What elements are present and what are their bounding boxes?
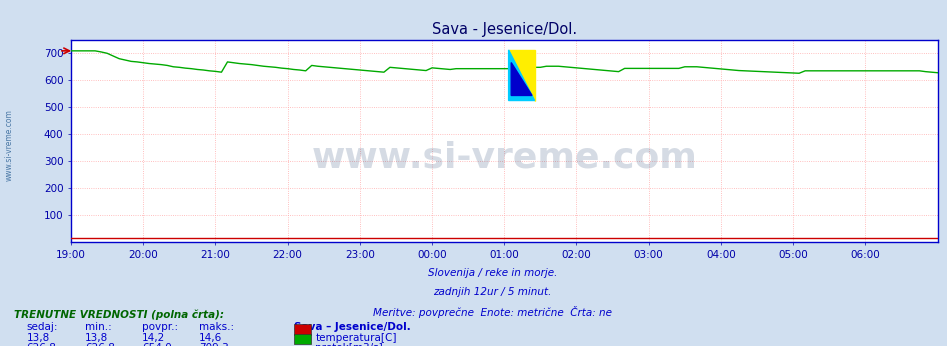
Text: 14,6: 14,6 (199, 333, 223, 343)
Text: povpr.:: povpr.: (142, 322, 178, 333)
Text: www.si-vreme.com: www.si-vreme.com (312, 140, 697, 174)
Text: 14,2: 14,2 (142, 333, 166, 343)
Polygon shape (509, 50, 535, 101)
Polygon shape (509, 50, 535, 101)
Text: Slovenija / reke in morje.: Slovenija / reke in morje. (428, 268, 557, 278)
Text: maks.:: maks.: (199, 322, 234, 333)
Text: 626,8: 626,8 (85, 343, 116, 346)
Text: 13,8: 13,8 (85, 333, 109, 343)
Text: Meritve: povprečne  Enote: metrične  Črta: ne: Meritve: povprečne Enote: metrične Črta:… (373, 306, 612, 318)
Text: 13,8: 13,8 (27, 333, 50, 343)
Text: min.:: min.: (85, 322, 112, 333)
Text: pretok[m3/s]: pretok[m3/s] (315, 343, 384, 346)
Text: www.si-vreme.com: www.si-vreme.com (5, 109, 14, 181)
Text: 654,0: 654,0 (142, 343, 171, 346)
Text: Sava – Jesenice/Dol.: Sava – Jesenice/Dol. (294, 322, 410, 333)
Polygon shape (511, 63, 532, 95)
Title: Sava - Jesenice/Dol.: Sava - Jesenice/Dol. (432, 22, 577, 37)
Text: temperatura[C]: temperatura[C] (315, 333, 397, 343)
Text: 626,8: 626,8 (27, 343, 57, 346)
Text: zadnjih 12ur / 5 minut.: zadnjih 12ur / 5 minut. (434, 287, 551, 297)
Text: 709,3: 709,3 (199, 343, 228, 346)
Text: TRENUTNE VREDNOSTI (polna črta):: TRENUTNE VREDNOSTI (polna črta): (14, 310, 224, 320)
Text: sedaj:: sedaj: (27, 322, 58, 333)
